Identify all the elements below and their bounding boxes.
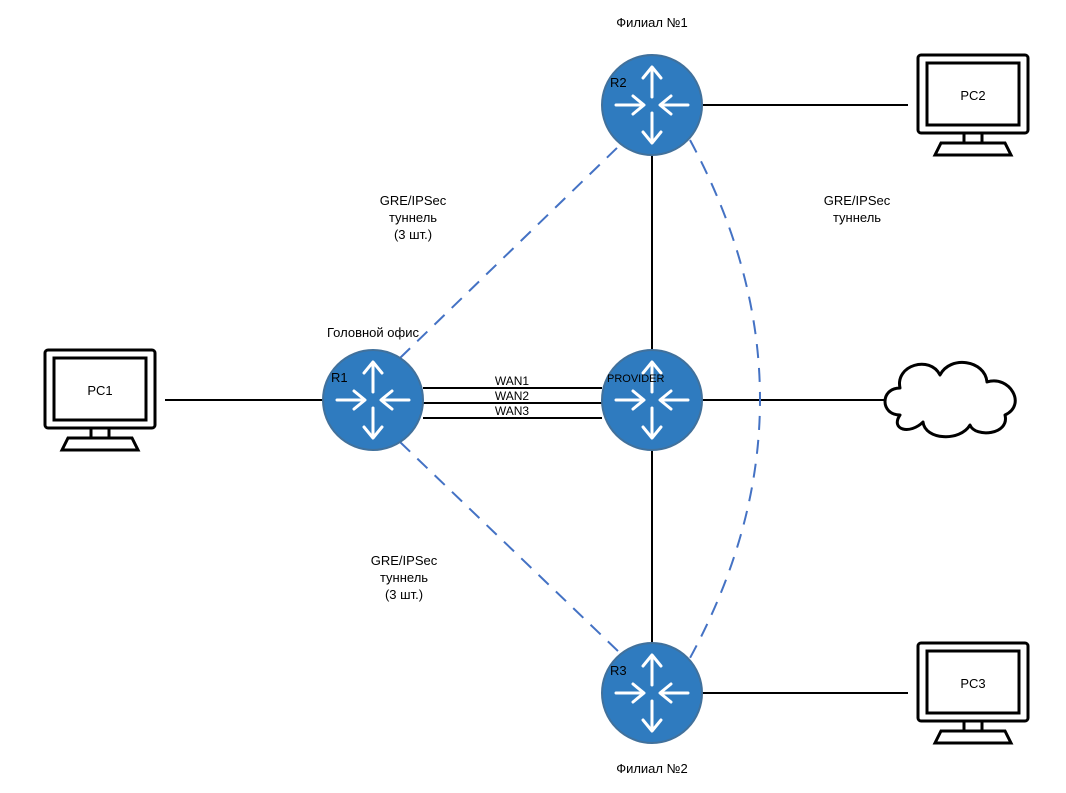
tunnel-r1-r2 xyxy=(400,145,620,358)
tunnel-r1r3-label-3: (3 шт.) xyxy=(385,587,423,602)
router-provider: PROVIDER xyxy=(602,350,702,450)
hq-label: Головной офис xyxy=(327,325,419,340)
tunnel-r1r2-label-1: GRE/IPSec xyxy=(380,193,447,208)
r1-label: R1 xyxy=(331,370,348,385)
tunnel-r1r2-label-3: (3 шт.) xyxy=(394,227,432,242)
branch1-label: Филиал №1 xyxy=(616,15,688,30)
tunnel-r1-r3 xyxy=(400,442,620,653)
tunnel-r1r3-label-2: туннель xyxy=(380,570,428,585)
r2-label: R2 xyxy=(610,75,627,90)
router-r3: R3 xyxy=(602,643,702,743)
tunnel-r1r3-label-1: GRE/IPSec xyxy=(371,553,438,568)
branch2-label: Филиал №2 xyxy=(616,761,688,776)
pc3: PC3 xyxy=(918,643,1028,743)
wan3-label: WAN3 xyxy=(495,404,530,418)
wan1-label: WAN1 xyxy=(495,374,530,388)
pc3-label: PC3 xyxy=(960,676,985,691)
pc2-label: PC2 xyxy=(960,88,985,103)
network-diagram: WAN1 WAN2 WAN3 Головной офис Филиал №1 Ф… xyxy=(0,0,1066,793)
router-r2: R2 xyxy=(602,55,702,155)
cloud-icon xyxy=(885,362,1015,436)
tunnel-r2r3-label-2: туннель xyxy=(833,210,881,225)
tunnel-r2r3-label-1: GRE/IPSec xyxy=(824,193,891,208)
wan2-label: WAN2 xyxy=(495,389,530,403)
pc2: PC2 xyxy=(918,55,1028,155)
provider-label: PROVIDER xyxy=(607,373,665,385)
router-r1: R1 xyxy=(323,350,423,450)
tunnel-r1r2-label-2: туннель xyxy=(389,210,437,225)
r3-label: R3 xyxy=(610,663,627,678)
pc1: PC1 xyxy=(45,350,155,450)
pc1-label: PC1 xyxy=(87,383,112,398)
